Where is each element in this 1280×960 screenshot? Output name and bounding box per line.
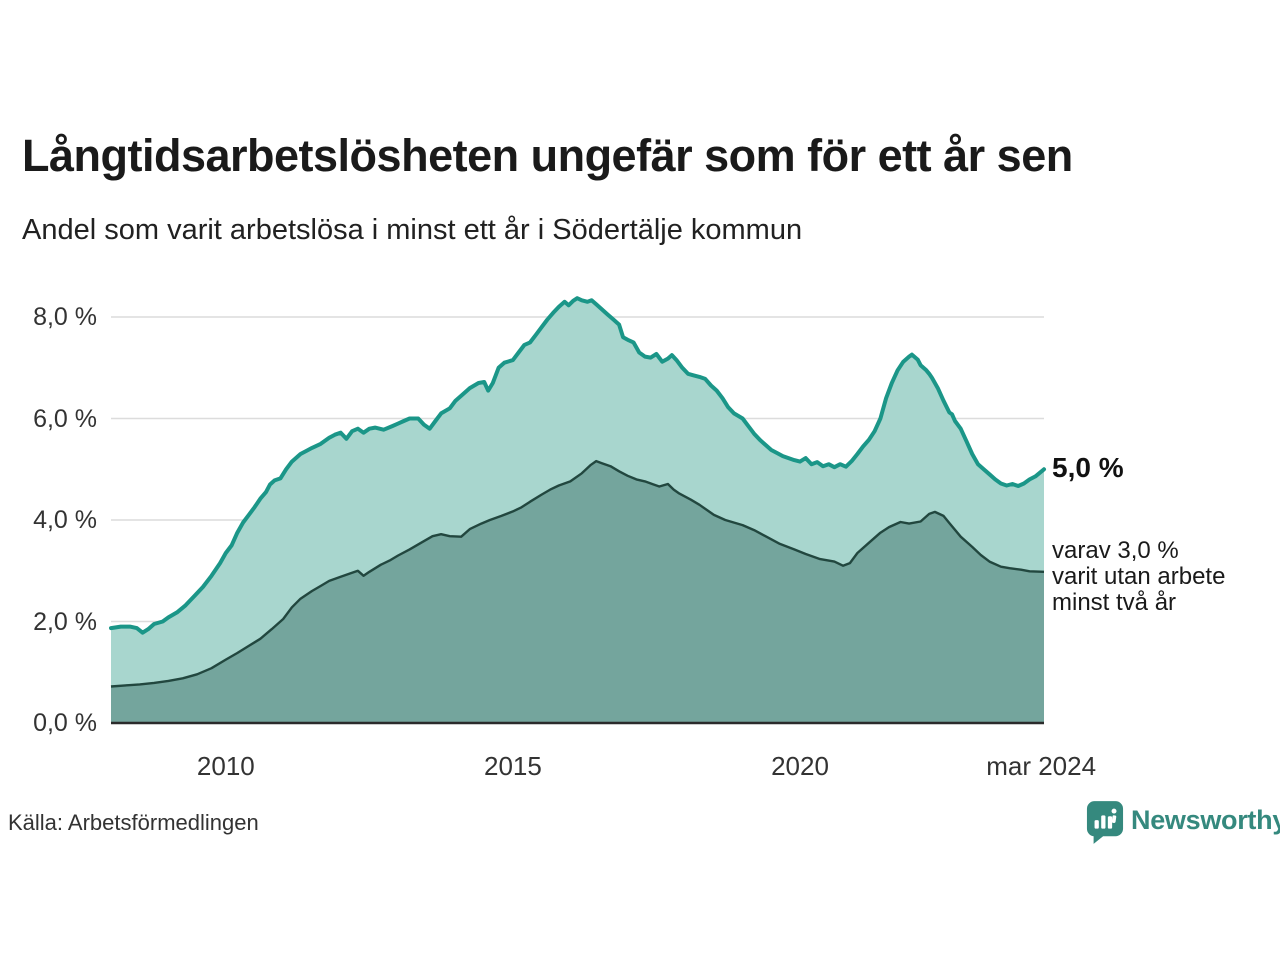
y-axis-label: 0,0 % [33, 709, 97, 737]
x-axis-label: 2020 [771, 751, 829, 781]
newsworthy-bar-chart-icon [1086, 801, 1124, 844]
area-fills [111, 298, 1044, 723]
y-axis-label: 8,0 % [33, 303, 97, 331]
x-axis-label: 2010 [196, 751, 255, 781]
page-title: Långtidsarbetslösheten ungefär som för e… [22, 130, 1073, 181]
secondary-annotation-line: varav 3,0 % [1052, 537, 1179, 564]
newsworthy-wordmark: Newsworthy [1131, 805, 1280, 835]
y-axis-label: 4,0 % [33, 506, 97, 534]
newsworthy-logo: Newsworthy [1086, 800, 1280, 844]
secondary-annotation-line: varit utan arbete [1052, 563, 1226, 590]
secondary-annotation: varav 3,0 % varit utan arbete minst två … [1052, 538, 1225, 616]
page-subtitle: Andel som varit arbetslösa i minst ett å… [22, 214, 803, 246]
x-axis-label: 2015 [483, 751, 542, 781]
series-lines [109, 296, 1046, 688]
x-axis-label: mar 2024 [986, 751, 1097, 781]
y-axis-label: 6,0 % [33, 404, 97, 433]
secondary-annotation-line: minst två år [1052, 589, 1177, 616]
source-attribution: Källa: Arbetsförmedlingen [8, 810, 259, 835]
y-axis-label: 2,0 % [33, 607, 97, 636]
latest-value-annotation: 5,0 % [1052, 452, 1124, 483]
